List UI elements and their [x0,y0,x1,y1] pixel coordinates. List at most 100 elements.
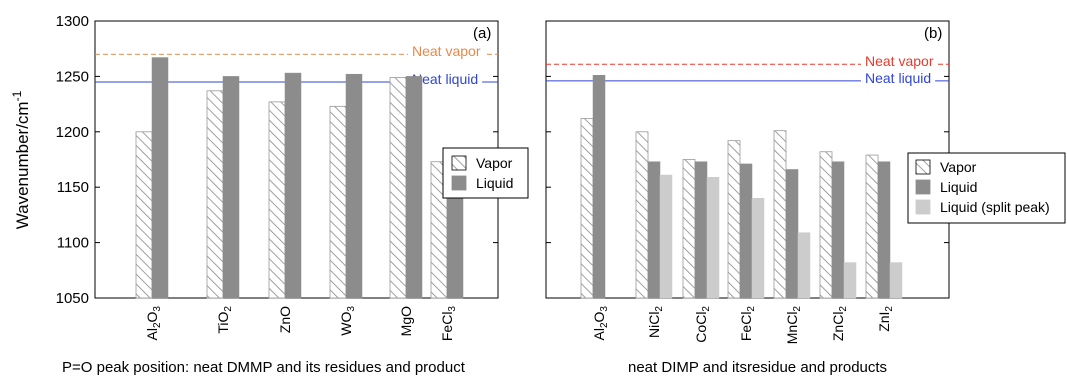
category-text: O [144,311,160,322]
b-bar-vapor-3 [727,140,741,299]
panel-a-ticks: 1050 1100 1150 1200 1250 1300 [56,13,498,307]
category-text: CoCl [693,312,709,343]
b-bar-liquid-6 [877,161,891,299]
b-bar-vapor-2 [682,159,696,299]
x-category-label: CoCl2 [693,306,712,343]
b-bar-liquid-2 [694,161,708,299]
b-bar-liquid-split-peak--5 [843,262,857,299]
category-subscript: 3 [152,306,163,312]
b-bar-vapor-0 [580,118,594,299]
category-subscript: 3 [599,306,610,312]
b-bar-liquid-split-peak--1 [659,174,673,299]
x-category-label: ZnCl2 [830,306,849,342]
b-bar-liquid-split-peak--2 [706,176,720,299]
legend-a-vapor-swatch [451,155,467,171]
a-ref-label-neat-liquid: Neat liquid [412,71,478,87]
a-ref-label-neat-vapor: Neat vapor [412,43,481,59]
x-category-label: Al2O3 [591,306,610,341]
a-bar-liquid-4 [405,76,423,299]
x-category-label: ZnI2 [876,306,895,332]
category-text: Al [591,328,607,340]
panel-b-caption: neat DIMP and itsresidue and products [628,359,887,376]
b-bar-liquid-split-peak--6 [889,262,903,299]
legend-b-liquid-label: Liquid [940,179,977,195]
category-text: FeCl [738,312,754,342]
a-bar-vapor-0 [135,131,153,299]
x-category-label: Al2O3 [144,306,163,341]
y-axis-title-base: Wavenumber/cm [13,101,32,229]
category-text: MgO [398,306,414,336]
panel-a-label: (a) [473,25,491,42]
panel-b-legend-box [907,152,1066,224]
category-text: WO [338,311,354,335]
b-ref-label-bg-1 [861,68,936,84]
category-text: TiO [215,311,231,333]
category-text: Al [144,328,160,340]
legend-b-liquid-swatch [915,179,931,195]
x-category-label: MnCl2 [784,306,803,345]
category-subscript: 2 [654,306,665,312]
b-ref-label-neat-vapor: Neat vapor [865,53,934,69]
y-tick-label: 1050 [56,290,89,307]
b-bar-liquid-split-peak--4 [797,232,811,299]
b-bar-liquid-4 [785,169,799,299]
b-bar-liquid-3 [739,163,753,299]
category-text: ZnI [876,312,892,332]
panel-b-label: (b) [924,25,942,42]
panel-b-legend: Vapor Liquid Liquid (split peak) [907,152,1066,224]
a-bar-liquid-1 [222,76,240,299]
category-text: NiCl [646,312,662,338]
x-category-label: ZnO [277,306,293,333]
y-tick-label: 1100 [57,235,89,252]
y-tick-label: 1200 [56,124,89,141]
b-bar-liquid-5 [831,161,845,299]
y-tick-label: 1150 [57,179,89,196]
y-tick-label: 1250 [56,68,89,85]
a-bar-vapor-4 [389,77,407,299]
category-text: O [591,311,607,322]
b-bar-vapor-5 [819,151,833,299]
x-category-label: FeCl3 [439,306,458,342]
b-bar-vapor-1 [635,131,649,299]
a-bar-vapor-3 [329,105,347,299]
category-subscript: 3 [346,306,357,312]
category-subscript: 2 [701,306,712,312]
b-ref-label-bg-0 [861,52,938,68]
a-bar-vapor-1 [206,90,224,299]
a-bar-liquid-2 [284,72,302,299]
legend-a-liquid-swatch [451,175,467,191]
y-axis-title: Wavenumber/cm-1 [10,90,32,229]
legend-b-split-label: Liquid (split peak) [940,199,1050,215]
panel-a-caption: P=O peak position: neat DMMP and its res… [62,359,466,376]
svg-text:Wavenumber/cm-1: Wavenumber/cm-1 [10,90,32,229]
panel-a: 1050 1100 1150 1200 1250 1300 Neat vapor Neat … [56,13,529,376]
legend-a-liquid-label: Liquid [476,175,513,191]
x-category-label: WO3 [338,306,357,336]
x-category-label: FeCl2 [738,306,757,342]
a-bar-liquid-5 [446,194,464,299]
x-category-label: TiO2 [215,306,234,334]
b-bar-vapor-4 [773,130,787,299]
a-bar-liquid-0 [151,57,169,299]
category-text: ZnO [277,306,293,333]
x-category-label: MgO [398,306,414,336]
category-subscript: 2 [599,322,610,328]
x-category-label: NiCl2 [646,306,665,338]
category-subscript: 2 [746,306,757,312]
category-subscript: 3 [447,306,458,312]
b-bar-liquid-0 [592,75,606,299]
b-bar-liquid-split-peak--3 [751,198,765,299]
category-text: MnCl [784,312,800,345]
category-subscript: 2 [884,306,895,312]
a-ref-label-bg-1 [408,69,483,85]
category-subscript: 2 [838,306,849,312]
b-ref-label-neat-liquid: Neat liquid [865,70,931,86]
a-ref-label-bg-0 [408,42,485,58]
legend-a-vapor-label: Vapor [476,155,513,171]
category-text: FeCl [439,312,455,342]
panel-a-legend: Vapor Liquid [442,147,529,199]
a-bar-vapor-2 [268,101,286,299]
category-subscript: 2 [152,322,163,328]
